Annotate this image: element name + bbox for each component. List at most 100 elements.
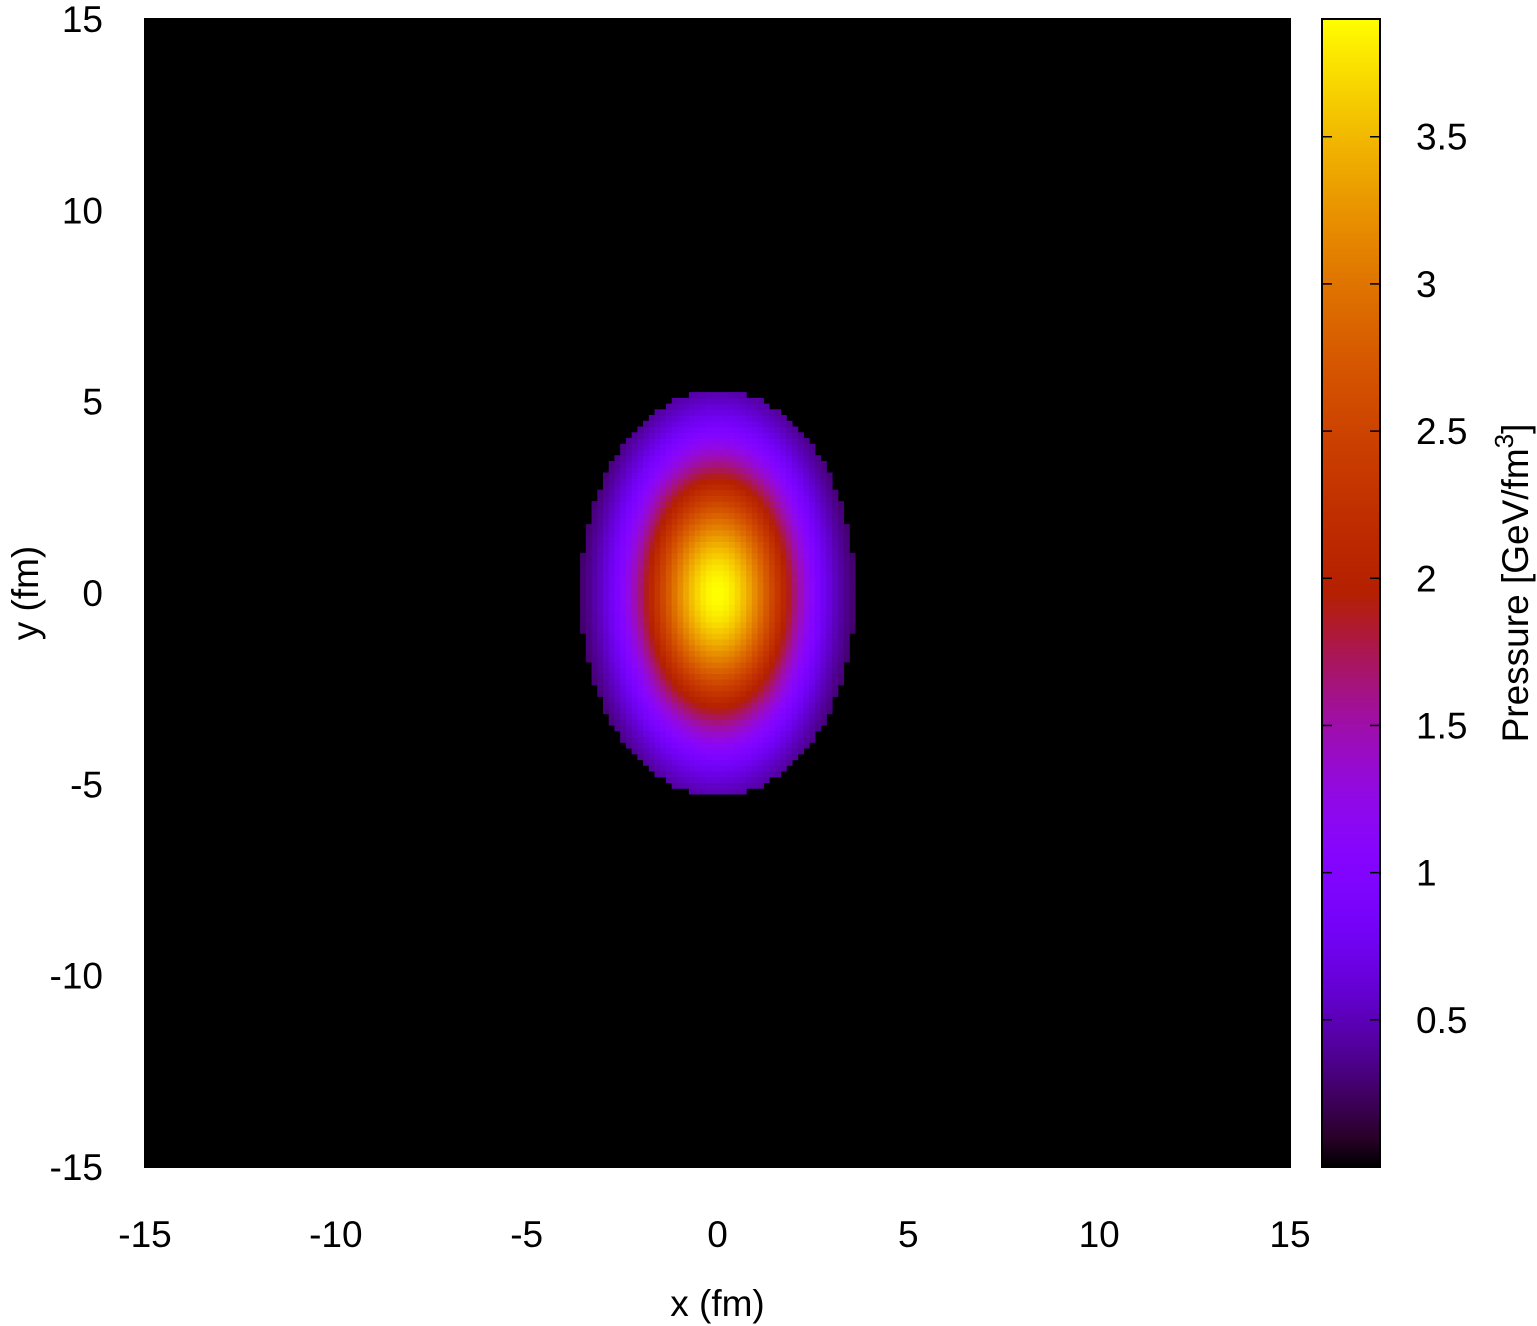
heatmap-cell [803,725,810,732]
heatmap-cell [671,495,679,502]
heatmap-cell [677,656,684,663]
heatmap-cell [643,730,650,738]
heatmap-cell [711,541,719,548]
heatmap-cell [643,455,650,462]
heatmap-cell [700,478,707,485]
heatmap-cell [637,501,644,508]
heatmap-cell [665,759,673,766]
heatmap-cell [683,535,690,542]
heatmap-cell [717,478,724,485]
heatmap-cell [723,673,730,680]
heatmap-cell [694,713,701,720]
heatmap-cell [688,770,696,778]
heatmap-cell [837,638,845,646]
heatmap-cell [665,736,673,743]
heatmap-cell [746,782,753,789]
heatmap-cell [757,759,764,766]
heatmap-cell [849,598,856,606]
heatmap-cell [723,392,730,399]
heatmap-cell [608,621,616,629]
heatmap-cell [832,615,839,623]
heatmap-cell [814,661,822,669]
heatmap-cell [648,759,656,766]
heatmap-cell [734,541,741,548]
heatmap-cell [809,541,816,548]
colorbar-tick-label: 1.5 [1416,705,1467,746]
heatmap-cell [723,782,730,789]
heatmap-cell [694,753,701,761]
heatmap-cell [694,587,701,594]
heatmap-cell [608,587,616,594]
heatmap-cell [711,392,719,399]
heatmap-cell [648,535,656,542]
heatmap-cell [711,506,719,514]
heatmap-cell [746,633,753,640]
heatmap-cell [751,759,759,766]
heatmap-cell [706,627,713,634]
heatmap-cell [683,702,690,709]
heatmap-cell [728,438,736,445]
heatmap-cell [780,552,787,560]
heatmap-cell [751,478,759,485]
heatmap-cell [688,455,696,462]
heatmap-cell [746,426,753,433]
heatmap-cell [711,420,719,428]
heatmap-cell [832,656,839,663]
heatmap-cell [746,702,753,709]
heatmap-cell [683,501,690,508]
heatmap-cell [631,432,638,439]
heatmap-cell [631,719,638,726]
heatmap-cell [751,725,759,732]
heatmap-cell [814,541,822,548]
heatmap-cell [728,719,736,726]
heatmap-cell [820,564,827,571]
heatmap-cell [728,409,736,416]
heatmap-cell [637,747,644,755]
heatmap-cell [591,610,598,617]
heatmap-cell [603,627,610,634]
heatmap-cell [711,730,719,738]
heatmap-cell [820,707,827,715]
heatmap-cell [706,426,713,433]
heatmap-cell [791,570,799,577]
heatmap-cell [797,455,804,462]
heatmap-cell [728,661,736,669]
heatmap-cell [780,524,787,531]
heatmap-cell [580,552,587,560]
heatmap-cell [694,524,701,531]
heatmap-cell [717,518,724,525]
heatmap-cell [774,552,782,560]
heatmap-cell [688,719,696,726]
heatmap-cell [597,610,604,617]
heatmap-cell [791,501,799,508]
heatmap-cell [728,426,736,433]
heatmap-cell [591,661,598,669]
heatmap-cell [677,725,684,732]
heatmap-cell [608,644,616,651]
heatmap-cell [614,455,621,462]
heatmap-cell [677,644,684,651]
heatmap-cell [757,443,764,451]
heatmap-cell [717,495,724,502]
heatmap-cell [786,644,793,651]
heatmap-cell [648,633,656,640]
heatmap-cell [786,570,793,577]
heatmap-cell [671,581,679,588]
heatmap-cell [688,518,696,525]
heatmap-cell [648,426,656,433]
heatmap-cell [814,506,822,514]
heatmap-cell [820,472,827,479]
heatmap-cell [826,581,833,588]
heatmap-cell [751,661,759,669]
heatmap-cell [791,472,799,479]
heatmap-cell [620,621,627,629]
heatmap-cell [688,541,696,548]
heatmap-cell [826,598,833,606]
x-tick-label: -15 [118,1214,171,1255]
heatmap-cell [660,501,667,508]
heatmap-cell [597,547,604,554]
heatmap-cell [694,564,701,571]
heatmap-cell [763,702,770,709]
heatmap-cell [809,478,816,485]
heatmap-cell [603,478,610,485]
